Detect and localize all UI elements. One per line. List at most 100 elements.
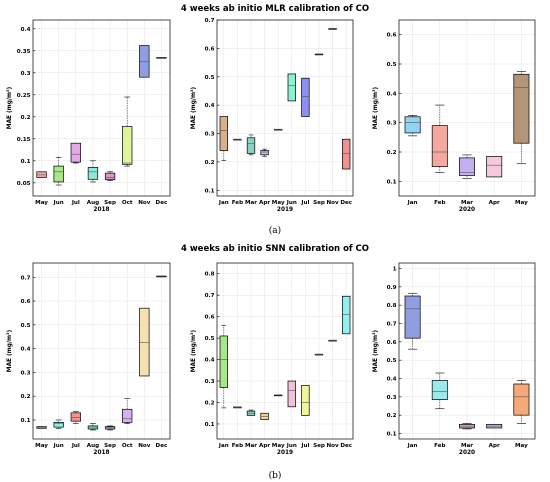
x-tick-label: May <box>272 200 285 206</box>
x-tick-label: Jul <box>71 443 80 449</box>
box-jul <box>301 77 310 117</box>
y-tick-label: 0.7 <box>387 322 397 328</box>
x-axis-label: 2018 <box>93 450 109 456</box>
y-tick-label: 0.4 <box>387 377 397 383</box>
y-tick-label: 0.7 <box>21 275 31 281</box>
x-tick-label: May <box>272 443 285 449</box>
box-body <box>70 142 81 163</box>
x-tick-label: Nov <box>138 200 151 206</box>
box-apr <box>486 423 503 429</box>
box-jan <box>219 324 228 409</box>
box-nov <box>139 45 150 78</box>
y-tick-label: 0.1 <box>205 188 215 194</box>
y-tick-label: 0.3 <box>387 395 397 401</box>
box-body <box>87 167 99 180</box>
x-tick-label: May <box>515 200 528 206</box>
y-tick-label: 0.1 <box>387 432 397 438</box>
x-tick-label: Sep <box>104 200 116 206</box>
x-tick-label: May <box>35 443 48 449</box>
box-body <box>139 307 150 377</box>
box-jul <box>70 142 81 164</box>
box-body <box>287 380 296 408</box>
y-axis-label: MAE (mg/m³) <box>190 329 197 372</box>
y-tick-label: 0.7 <box>205 293 215 299</box>
box-sep <box>104 171 116 181</box>
box-aug <box>87 423 99 431</box>
box-body <box>513 73 530 144</box>
y-tick-label: 0.4 <box>205 103 215 109</box>
box-may <box>513 380 530 424</box>
x-tick-label: Mar <box>461 200 473 206</box>
plot-frame <box>398 19 536 197</box>
x-tick-label: Feb <box>232 200 243 206</box>
x-tick-label: Dec <box>156 443 168 449</box>
box-body <box>404 295 421 339</box>
box-jun <box>53 419 64 429</box>
y-tick-label: 0.4 <box>387 91 397 97</box>
chart-panel-4: 0.1 0.2 0.3 0.4 0.5 0.6 0.7 May Jun Jul Aug Sep Oct N… <box>6 262 171 456</box>
box-feb <box>431 372 448 410</box>
y-tick-label: 0.4 <box>21 27 31 33</box>
x-tick-label: Jun <box>286 200 297 206</box>
box-aug <box>87 160 99 183</box>
box-body <box>87 425 99 430</box>
x-tick-label: Nov <box>327 443 340 449</box>
x-tick-label: Jul <box>71 200 80 206</box>
x-tick-label: Jun <box>286 443 297 449</box>
box-body <box>287 73 296 102</box>
x-tick-label: Jan <box>218 200 229 206</box>
x-tick-label: May <box>35 200 48 206</box>
box-oct <box>122 398 133 424</box>
box-oct <box>122 96 133 167</box>
box-mar <box>459 154 475 179</box>
y-tick-label: 0.3 <box>205 379 215 385</box>
box-sep <box>104 425 116 431</box>
box-dec <box>156 57 167 59</box>
x-tick-label: Mar <box>245 200 257 206</box>
x-tick-label: Feb <box>434 200 445 206</box>
y-tick-label: 0.9 <box>387 285 397 291</box>
x-tick-label: Jul <box>300 443 309 449</box>
box-body <box>431 379 448 400</box>
box-may <box>36 426 47 429</box>
plot-frame <box>216 19 354 197</box>
box-body <box>513 383 530 416</box>
x-tick-label: Apr <box>259 443 270 449</box>
y-tick-label: 0.6 <box>387 340 397 346</box>
x-tick-label: Jan <box>407 200 418 206</box>
x-tick-label: Jun <box>53 443 64 449</box>
box-nov <box>328 28 337 30</box>
box-body <box>219 116 228 151</box>
x-tick-label: Oct <box>122 200 133 206</box>
y-tick-label: 0.1 <box>387 179 397 185</box>
box-nov <box>139 307 150 377</box>
box-body <box>70 412 81 422</box>
y-tick-label: 0.5 <box>21 323 31 329</box>
y-tick-label: 0.05 <box>17 181 31 187</box>
x-tick-label: Jan <box>218 443 229 449</box>
box-sep <box>314 53 324 56</box>
box-may <box>36 171 47 178</box>
box-may <box>513 71 530 165</box>
y-axis-label: MAE (mg/m³) <box>372 86 379 129</box>
y-tick-label: 0.5 <box>387 358 397 364</box>
box-jun <box>287 73 296 102</box>
x-tick-label: Jan <box>407 443 418 449</box>
y-tick-label: 0.3 <box>21 370 31 376</box>
plot-frame <box>216 262 354 440</box>
plot-frame <box>32 262 171 440</box>
box-may <box>274 128 283 131</box>
y-axis-label: MAE (mg/m³) <box>372 329 379 372</box>
x-axis-label: 2020 <box>459 207 475 213</box>
label-a: (a) <box>269 225 281 236</box>
y-tick-label: 0.6 <box>205 315 215 321</box>
x-tick-label: May <box>515 443 528 449</box>
box-feb <box>431 104 448 173</box>
box-jun <box>53 156 64 186</box>
y-tick-label: 0.1 <box>205 422 215 428</box>
x-tick-label: Sep <box>104 443 116 449</box>
x-tick-label: Apr <box>259 200 270 206</box>
box-feb <box>233 138 242 141</box>
